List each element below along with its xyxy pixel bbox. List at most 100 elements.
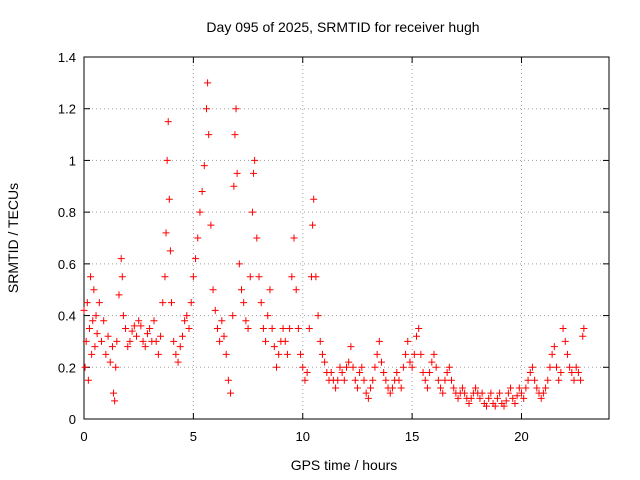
data-points: [80, 79, 588, 410]
y-tick-label: 1.4: [58, 50, 76, 65]
data-point: [213, 325, 221, 332]
data-point: [89, 317, 97, 325]
data-point: [292, 286, 300, 294]
data-point: [502, 397, 510, 405]
x-tick-label: 10: [296, 429, 310, 444]
data-point: [434, 376, 442, 384]
data-point: [437, 384, 445, 392]
data-point: [246, 273, 254, 281]
data-point: [303, 368, 311, 376]
data-point: [229, 312, 237, 320]
data-point: [413, 332, 420, 340]
data-point: [340, 376, 348, 384]
data-point: [251, 156, 259, 164]
data-point: [133, 332, 140, 340]
data-point: [102, 350, 110, 358]
data-point: [375, 337, 383, 345]
data-point: [542, 384, 550, 392]
data-point: [299, 363, 307, 371]
data-point: [310, 195, 318, 203]
data-point: [364, 394, 372, 402]
data-point: [141, 343, 149, 351]
data-point: [561, 337, 569, 345]
data-point: [423, 384, 431, 392]
data-point: [87, 273, 95, 281]
data-point: [566, 363, 574, 371]
data-point: [563, 350, 571, 358]
data-point: [205, 131, 213, 139]
data-point: [568, 368, 576, 376]
data-point: [504, 389, 512, 397]
data-point: [294, 325, 302, 332]
data-point: [204, 79, 212, 87]
data-point: [539, 389, 547, 397]
y-axis-ticks: 0 0.2 0.4 0.6 0.8 1 1.2 1.4: [58, 50, 609, 427]
data-point: [279, 325, 287, 332]
x-tick-label: 0: [80, 429, 87, 444]
data-point: [318, 350, 326, 358]
data-point: [154, 350, 162, 358]
data-point: [465, 399, 473, 407]
data-point: [441, 376, 449, 384]
data-point: [98, 337, 105, 345]
data-point: [159, 299, 167, 307]
data-point: [200, 162, 208, 170]
data-point: [192, 255, 200, 263]
data-point: [395, 376, 403, 384]
y-tick-label: 1: [69, 153, 76, 168]
data-point: [253, 234, 261, 242]
data-point: [443, 368, 451, 376]
data-point: [572, 363, 580, 371]
data-point: [163, 156, 171, 164]
data-point: [353, 384, 361, 392]
data-point: [130, 322, 138, 330]
data-point: [301, 376, 309, 384]
data-point: [358, 363, 366, 371]
data-point: [426, 368, 434, 376]
data-point: [233, 169, 241, 177]
data-point: [537, 394, 545, 402]
data-point: [164, 118, 172, 126]
data-point: [399, 363, 407, 371]
data-point: [380, 368, 388, 376]
data-point: [309, 221, 317, 229]
data-point: [90, 286, 98, 294]
data-point: [231, 131, 239, 139]
x-tick-label: 20: [514, 429, 528, 444]
data-point: [347, 343, 355, 351]
data-point: [548, 350, 556, 358]
data-point: [550, 343, 558, 351]
data-point: [172, 350, 180, 358]
data-point: [478, 389, 486, 397]
data-point: [128, 327, 136, 335]
data-point: [115, 291, 123, 299]
data-point: [507, 384, 515, 392]
data-point: [262, 337, 270, 345]
data-point: [283, 350, 291, 358]
data-point: [485, 394, 493, 402]
data-point: [194, 234, 202, 242]
data-point: [362, 389, 370, 397]
y-tick-label: 0.6: [58, 257, 76, 272]
plot-frame: [83, 56, 610, 420]
data-point: [112, 363, 120, 371]
data-point: [476, 394, 484, 402]
data-point: [259, 325, 267, 332]
data-point: [430, 350, 438, 358]
data-point: [255, 273, 263, 281]
data-point: [580, 325, 588, 332]
data-point: [111, 397, 119, 405]
data-point: [166, 247, 174, 255]
data-point: [257, 299, 265, 307]
data-point: [332, 384, 340, 392]
x-axis-label: GPS time / hours: [291, 457, 398, 473]
data-point: [559, 325, 567, 332]
data-point: [402, 350, 410, 358]
data-point: [393, 368, 401, 376]
data-point: [150, 317, 158, 325]
data-point: [327, 368, 335, 376]
data-point: [406, 358, 414, 366]
y-tick-label: 1.2: [58, 102, 76, 117]
data-point: [143, 330, 151, 338]
